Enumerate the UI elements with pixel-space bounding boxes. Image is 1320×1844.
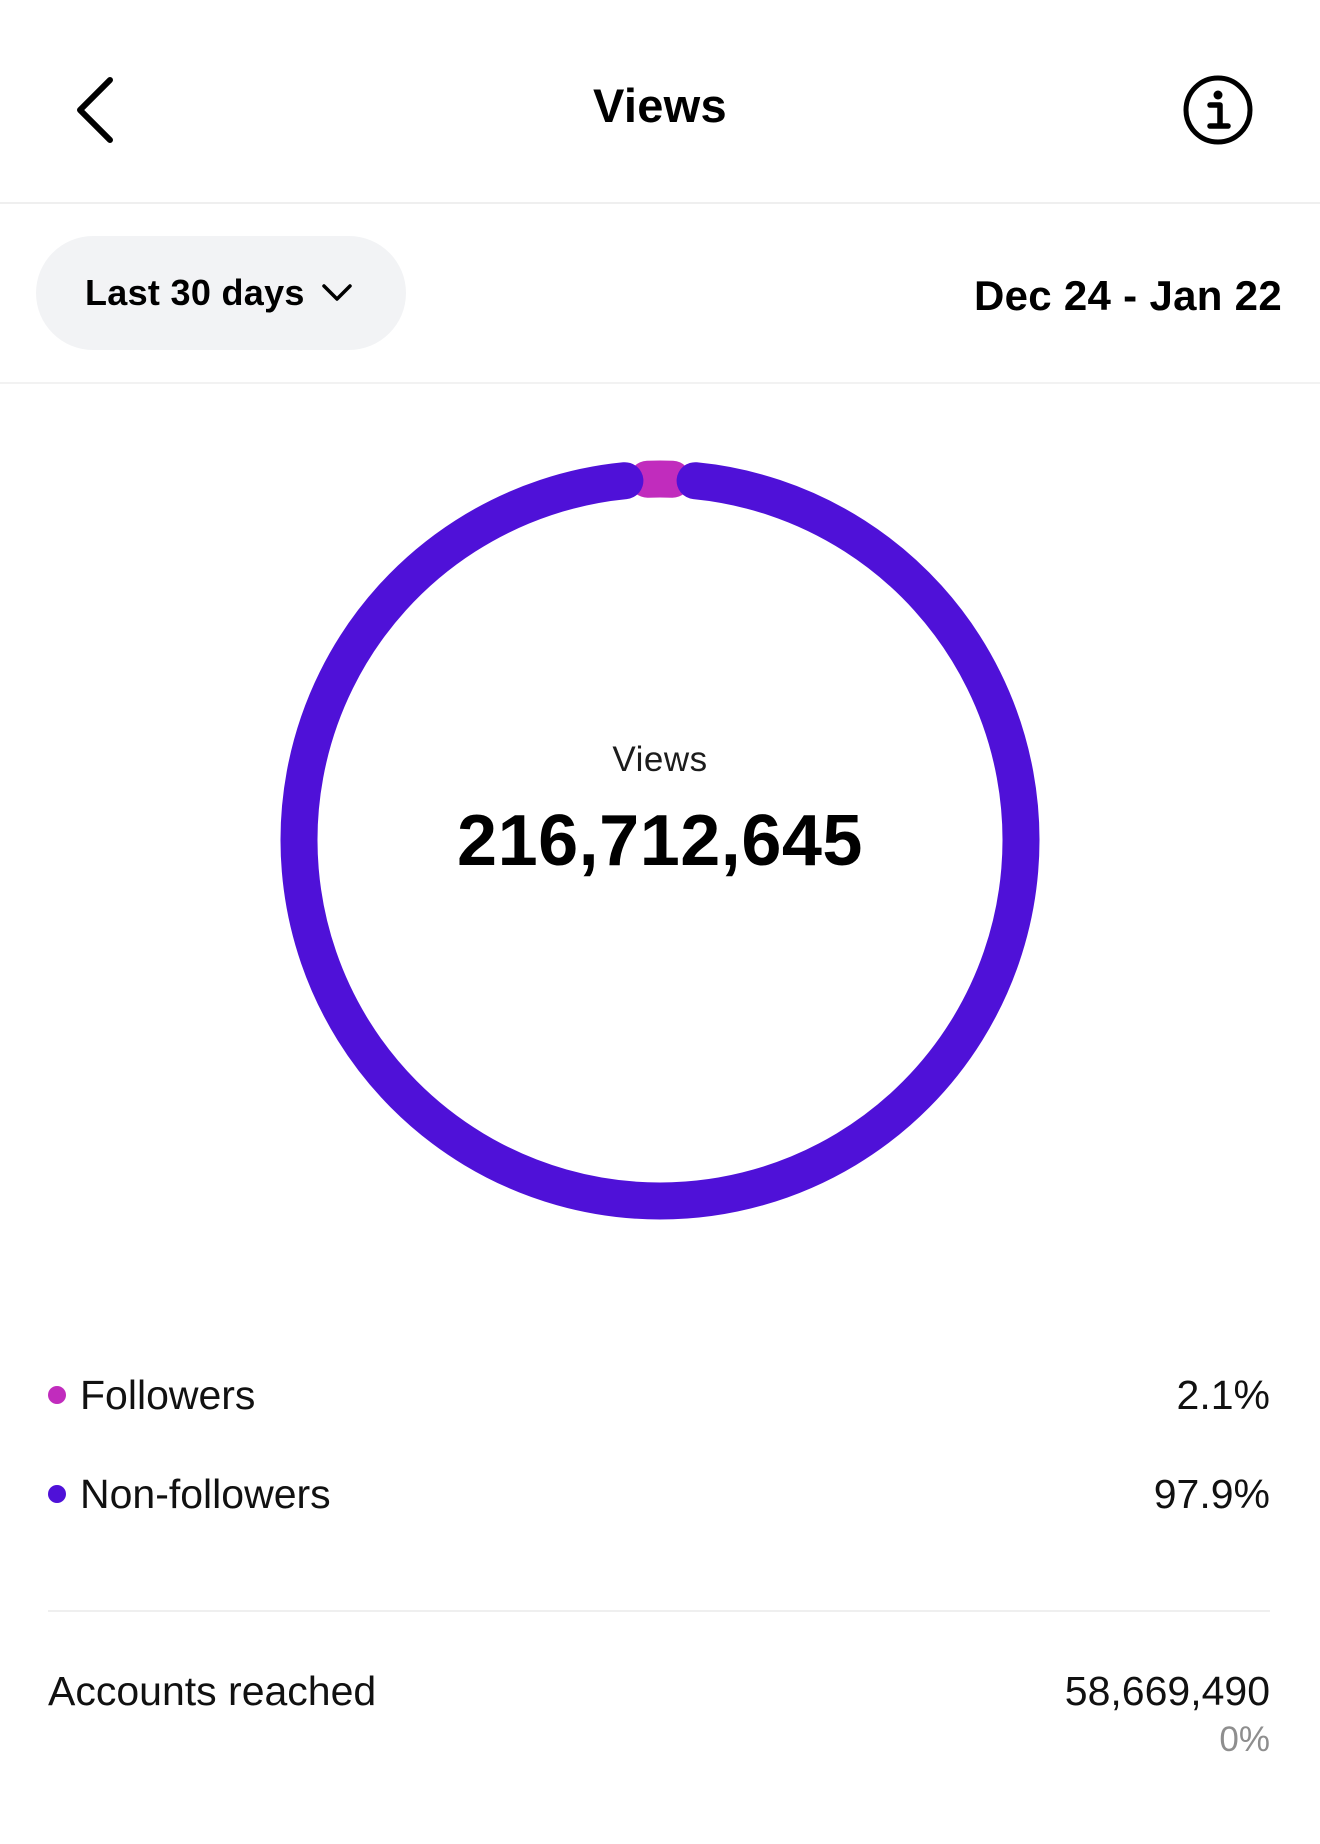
filter-row: Last 30 days Dec 24 - Jan 22 bbox=[0, 206, 1320, 384]
views-donut-chart bbox=[280, 460, 1040, 1220]
donut-segment-non-followers bbox=[280, 462, 1040, 1220]
page-title: Views bbox=[593, 79, 727, 132]
info-button[interactable] bbox=[1182, 74, 1254, 146]
legend-item-followers: Followers 2.1% bbox=[48, 1365, 1270, 1425]
date-range-text: Dec 24 - Jan 22 bbox=[973, 272, 1282, 319]
legend-item-non-followers: Non-followers 97.9% bbox=[48, 1464, 1270, 1524]
donut-svg bbox=[280, 460, 1040, 1220]
accounts-reached-value: 58,669,490 bbox=[1064, 1668, 1270, 1714]
top-bar: Views bbox=[0, 0, 1320, 204]
back-button[interactable] bbox=[64, 70, 128, 150]
legend-value: 2.1% bbox=[1176, 1371, 1270, 1418]
chart-center-label: Views bbox=[612, 740, 708, 779]
legend-dot bbox=[48, 1386, 66, 1404]
legend-label: Followers bbox=[80, 1371, 256, 1418]
chart-center-value: 216,712,645 bbox=[457, 801, 863, 881]
legend-value: 97.9% bbox=[1153, 1470, 1270, 1517]
divider bbox=[48, 1610, 1270, 1612]
chevron-down-icon bbox=[321, 284, 352, 301]
legend-label: Non-followers bbox=[80, 1470, 331, 1517]
date-range-dropdown-label: Last 30 days bbox=[85, 272, 305, 313]
accounts-reached-change: 0% bbox=[1219, 1720, 1270, 1759]
date-range-dropdown[interactable]: Last 30 days bbox=[36, 236, 406, 350]
info-icon bbox=[1183, 75, 1253, 145]
legend-dot bbox=[48, 1485, 66, 1503]
chevron-left-icon bbox=[77, 77, 113, 143]
accounts-reached-label: Accounts reached bbox=[48, 1668, 377, 1714]
